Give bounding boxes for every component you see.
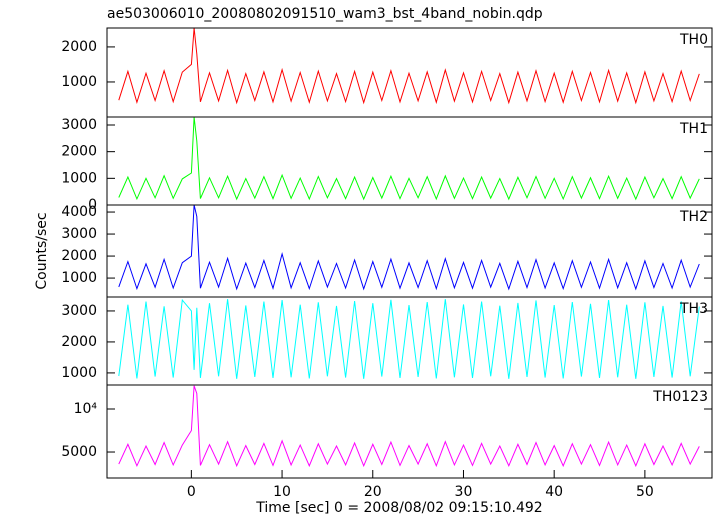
y-tick-label: 10⁴ bbox=[74, 401, 98, 417]
y-tick-label: 2000 bbox=[61, 334, 97, 350]
y-tick-label: 1000 bbox=[61, 365, 97, 381]
x-tick-label: 0 bbox=[187, 484, 196, 500]
panel-label: TH2 bbox=[679, 209, 708, 225]
y-tick-label: 1000 bbox=[61, 74, 97, 90]
y-tick-label: 2000 bbox=[61, 248, 97, 264]
y-tick-label: 0 bbox=[88, 197, 97, 213]
panel-label: TH1 bbox=[679, 121, 708, 137]
light-curve bbox=[118, 385, 700, 468]
panel-frame bbox=[106, 384, 713, 479]
panel-label: TH0 bbox=[679, 32, 708, 48]
y-tick-label: 5000 bbox=[61, 444, 97, 460]
x-tick-label: 30 bbox=[455, 484, 473, 500]
x-axis-label: Time [sec] 0 = 2008/08/02 09:15:10.492 bbox=[255, 500, 542, 516]
x-tick-label: 20 bbox=[364, 484, 382, 500]
y-tick-label: 1000 bbox=[61, 270, 97, 286]
y-tick-label: 4000 bbox=[61, 204, 97, 220]
y-tick-label: 3000 bbox=[61, 303, 97, 319]
y-tick-label: 3000 bbox=[61, 117, 97, 133]
x-tick-label: 50 bbox=[636, 484, 654, 500]
x-tick-label: 40 bbox=[545, 484, 563, 500]
y-tick-label: 2000 bbox=[61, 39, 97, 55]
panel-label: TH0123 bbox=[652, 389, 708, 405]
panel-label: TH3 bbox=[679, 301, 708, 317]
x-tick-label: 10 bbox=[273, 484, 291, 500]
y-tick-label: 1000 bbox=[61, 170, 97, 186]
light-curve bbox=[118, 116, 700, 201]
y-tick-label: 3000 bbox=[61, 226, 97, 242]
light-curve bbox=[118, 27, 700, 105]
y-tick-label: 2000 bbox=[61, 144, 97, 160]
light-curve bbox=[118, 204, 700, 291]
chart-title: ae503006010_20080802091510_wam3_bst_4ban… bbox=[107, 6, 543, 22]
light-curve bbox=[118, 298, 700, 379]
y-axis-label: Counts/sec bbox=[34, 212, 50, 289]
panel-frame bbox=[106, 204, 713, 298]
